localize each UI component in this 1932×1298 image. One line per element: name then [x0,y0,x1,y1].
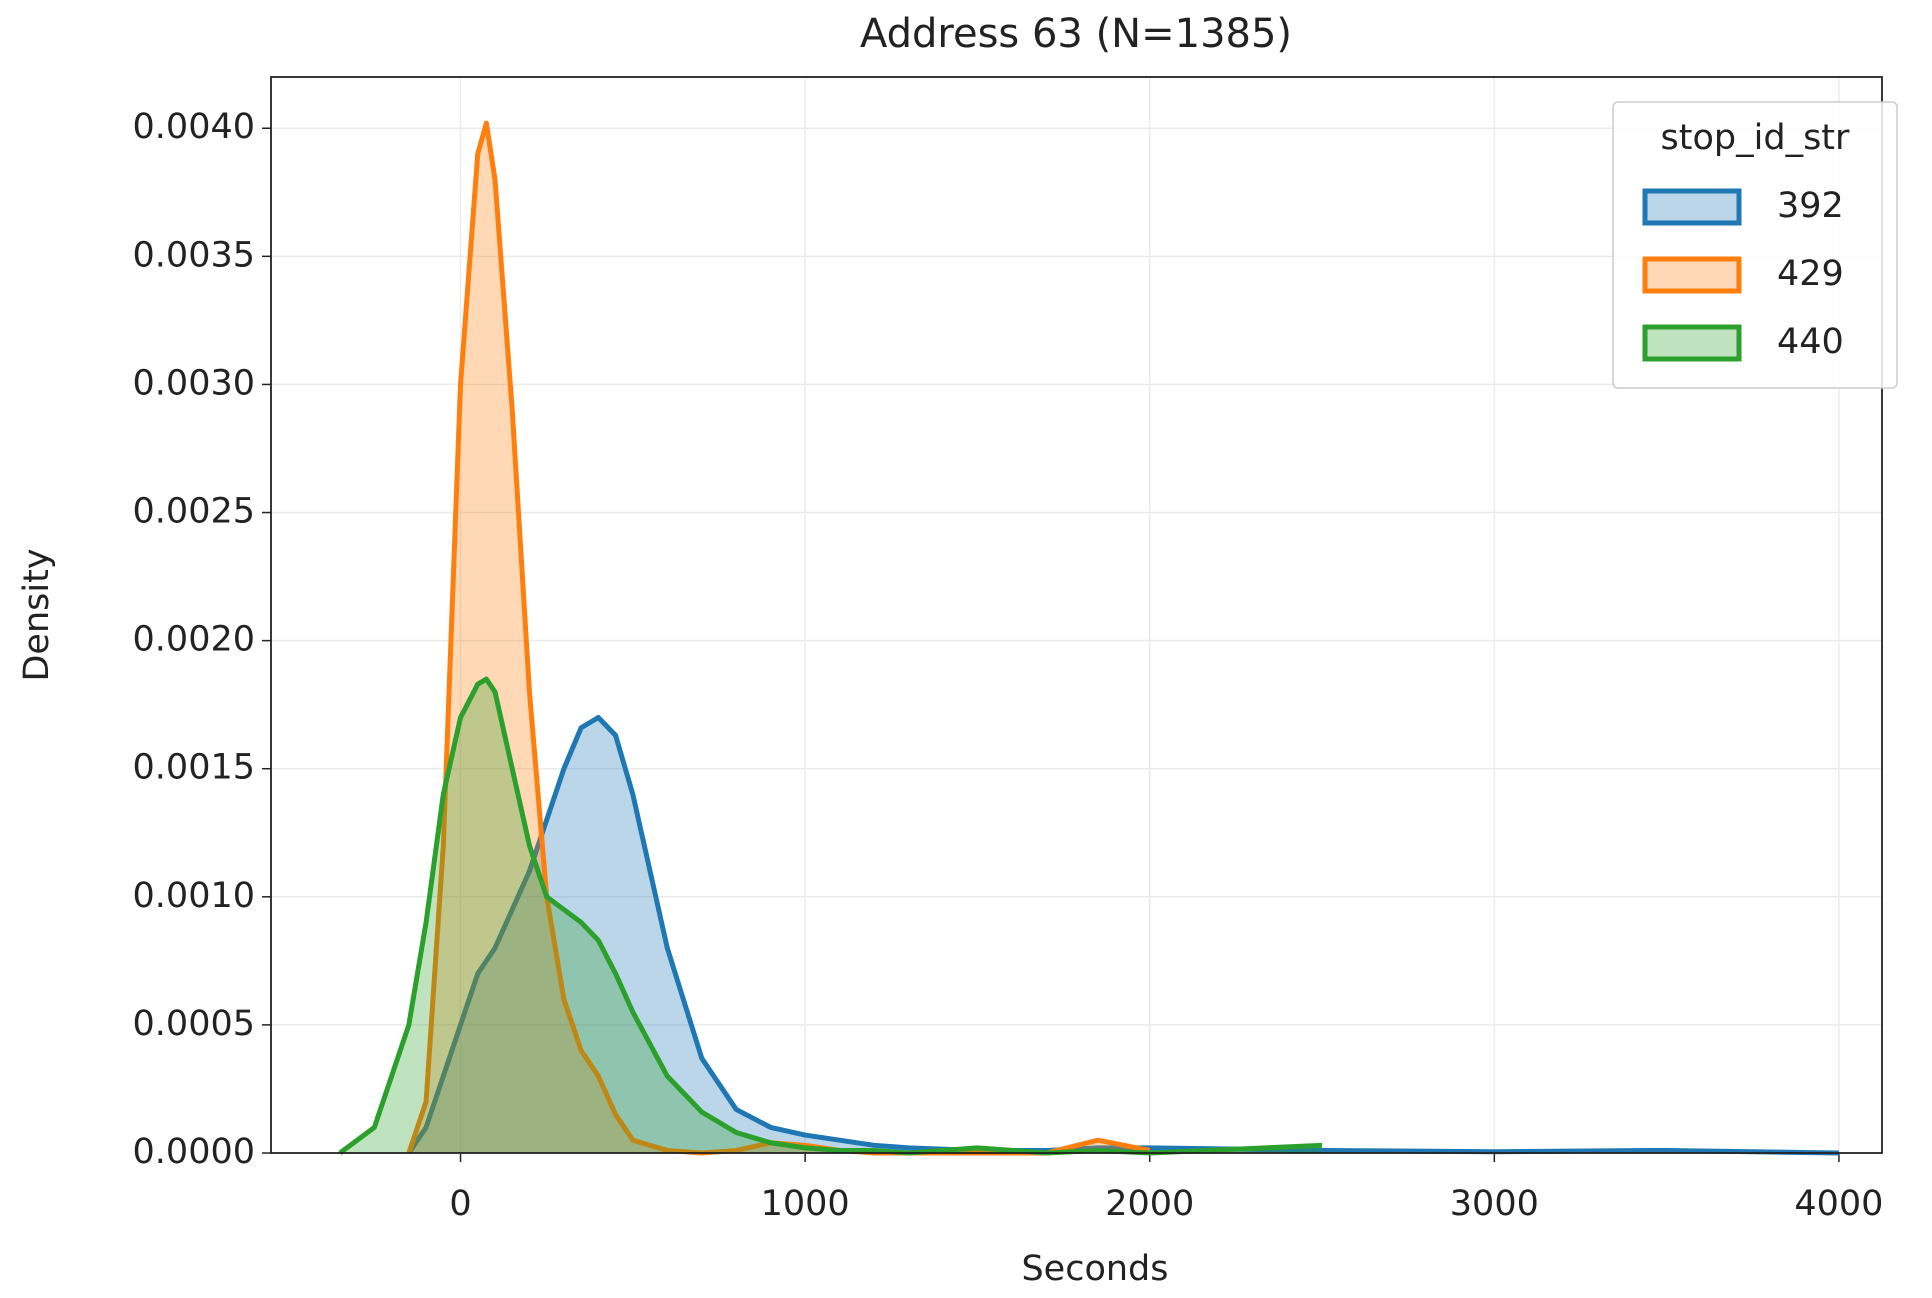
legend-label: 429 [1777,254,1844,294]
y-tick-label: 0.0010 [133,876,255,916]
y-tick-label: 0.0035 [133,235,255,275]
density-area [339,679,1323,1153]
y-tick-label: 0.0005 [133,1004,255,1044]
legend-box [1612,101,1898,389]
chart-title: Address 63 (N=1385) [860,11,1292,57]
legend-swatch [1642,256,1742,294]
x-tick-label: 4000 [1794,1184,1883,1224]
y-tick-label: 0.0030 [133,363,255,403]
x-tick-label: 1000 [761,1184,850,1224]
y-tick-label: 0.0040 [133,107,255,147]
y-axis-label: Density [17,548,57,681]
legend-swatch [1642,188,1742,226]
plot-frame [270,76,1883,1154]
y-tick-label: 0.0015 [133,748,255,788]
legend-swatch [1642,324,1742,362]
y-tick-label: 0.0000 [133,1132,255,1172]
legend-title: stop_id_str [1661,118,1850,158]
density-area [408,717,1839,1153]
y-tick-label: 0.0020 [133,620,255,660]
density-line [406,714,1839,1156]
density-area [408,123,1150,1154]
x-tick-label: 2000 [1105,1184,1194,1224]
x-tick-label: 3000 [1450,1184,1539,1224]
x-axis-label: Seconds [1021,1249,1168,1289]
x-tick-label: 0 [449,1184,471,1224]
legend-label: 440 [1777,322,1844,362]
legend-label: 392 [1777,186,1844,226]
y-tick-label: 0.0025 [133,492,255,532]
